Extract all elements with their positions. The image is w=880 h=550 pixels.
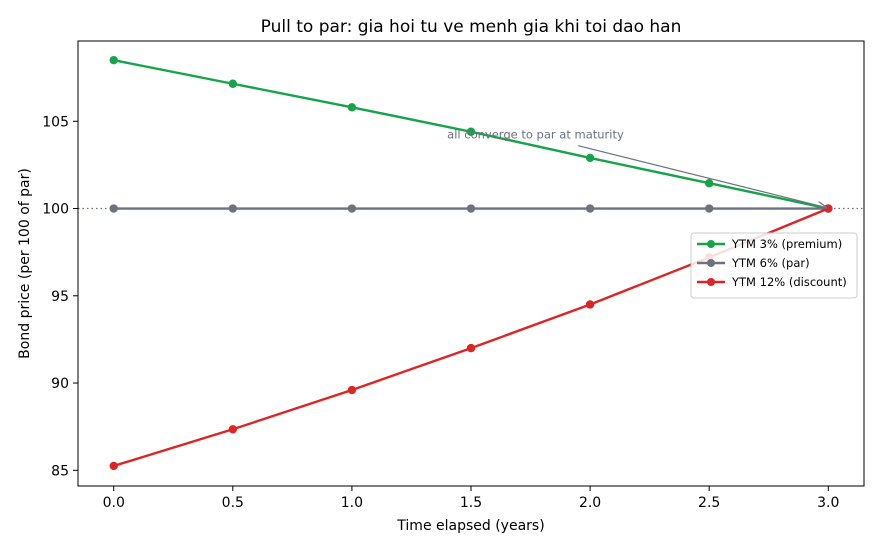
series-2-point-0 [109, 461, 118, 471]
series-2-point-4 [585, 300, 595, 309]
series-1-point-2 [347, 204, 357, 213]
x-tick-label-0: 0.0 [103, 495, 125, 511]
series-1-point-0 [109, 204, 118, 213]
series-0-point-0 [109, 55, 118, 65]
series-0-point-3 [466, 127, 476, 136]
x-tick-label-2: 1.0 [341, 495, 363, 511]
y-tick-label-1: 90 [51, 376, 69, 392]
legend-label-1: YTM 6% (par) [731, 256, 810, 270]
series-0-point-1 [228, 79, 238, 88]
series-2-point-3 [466, 343, 476, 353]
series-0-point-2 [347, 103, 357, 112]
axis-ticks: 0.0 0.5 1.0 1.5 2.0 2.5 3.0 85 90 95 100 105 [42, 114, 839, 511]
plot-area: all converge to par at maturity [78, 55, 864, 471]
x-tick-label-5: 2.5 [698, 495, 720, 511]
y-tick-label-3: 100 [42, 202, 69, 218]
legend-label-2: YTM 12% (discount) [731, 275, 847, 289]
y-axis-label: Bond price (per 100 of par) [17, 168, 33, 359]
legend-swatch-marker-1 [707, 259, 715, 267]
legend-swatch-marker-2 [707, 278, 715, 286]
series-0-point-5 [704, 179, 714, 188]
series-2-point-2 [347, 385, 357, 395]
y-tick-label-0: 85 [51, 463, 69, 479]
series-1-point-1 [228, 204, 238, 213]
y-tick-label-4: 105 [42, 114, 69, 130]
legend-box [690, 232, 858, 299]
x-tick-label-4: 2.0 [579, 495, 601, 511]
series-1-point-5 [704, 204, 714, 213]
legend-label-0: YTM 3% (premium) [731, 237, 842, 251]
x-tick-label-6: 3.0 [817, 495, 839, 511]
chart-title: Pull to par: gia hoi tu ve menh gia khi … [261, 17, 682, 37]
y-tick-label-2: 95 [51, 289, 69, 305]
x-axis-label: Time elapsed (years) [396, 518, 544, 534]
series-1-point-3 [466, 204, 476, 213]
legend-swatch-marker-0 [707, 240, 715, 248]
series-1-point-4 [585, 204, 595, 213]
x-tick-label-1: 0.5 [222, 495, 244, 511]
series-2-point-6 [824, 204, 833, 213]
series-2-point-1 [228, 425, 238, 434]
legend: YTM 3% (premium) YTM 6% (par) YTM 12% (dis… [690, 232, 858, 299]
series-0-point-4 [585, 153, 595, 163]
annotation-text: all converge to par at maturity [447, 128, 624, 142]
x-tick-label-3: 1.5 [460, 495, 482, 511]
annotation-arrow [578, 145, 826, 208]
